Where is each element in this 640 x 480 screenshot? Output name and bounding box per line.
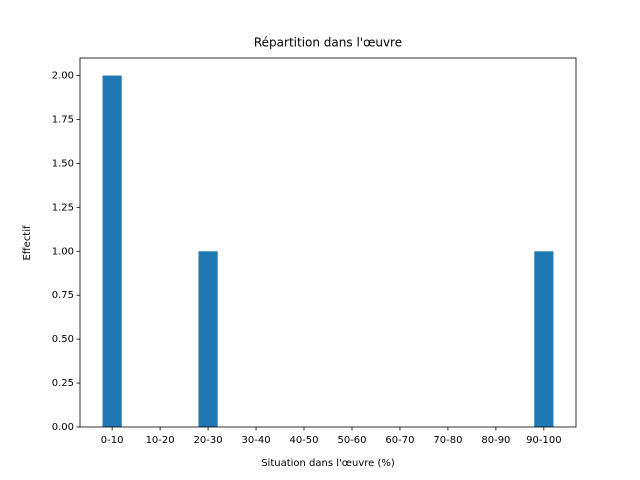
x-tick-label: 0-10	[101, 435, 124, 446]
y-tick-label: 0.25	[52, 378, 74, 389]
y-tick-label: 1.75	[52, 115, 74, 126]
x-tick-label: 50-60	[337, 435, 366, 446]
y-tick-label: 1.50	[52, 158, 74, 169]
x-tick-label: 80-90	[481, 435, 510, 446]
chart-title: Répartition dans l'œuvre	[254, 36, 402, 50]
y-tick-label: 0.75	[52, 290, 74, 301]
bar	[198, 251, 218, 427]
y-tick-label: 0.50	[52, 334, 74, 345]
y-tick-label: 1.00	[52, 246, 74, 257]
x-tick-label: 10-20	[146, 435, 175, 446]
x-tick-label: 70-80	[433, 435, 462, 446]
plot-frame	[79, 57, 577, 428]
bar	[534, 251, 554, 427]
y-axis-label: Effectif	[22, 225, 33, 261]
y-tick-label: 0.00	[52, 422, 74, 433]
bar	[102, 75, 122, 428]
x-tick-label: 40-50	[289, 435, 318, 446]
x-axis-label: Situation dans l'œuvre (%)	[261, 458, 395, 469]
x-tick-label: 90-100	[526, 435, 561, 446]
x-tick-label: 20-30	[194, 435, 223, 446]
y-tick-label: 2.00	[52, 71, 74, 82]
y-tick-label: 1.25	[52, 202, 74, 213]
x-tick-label: 60-70	[385, 435, 414, 446]
x-tick-label: 30-40	[242, 435, 271, 446]
